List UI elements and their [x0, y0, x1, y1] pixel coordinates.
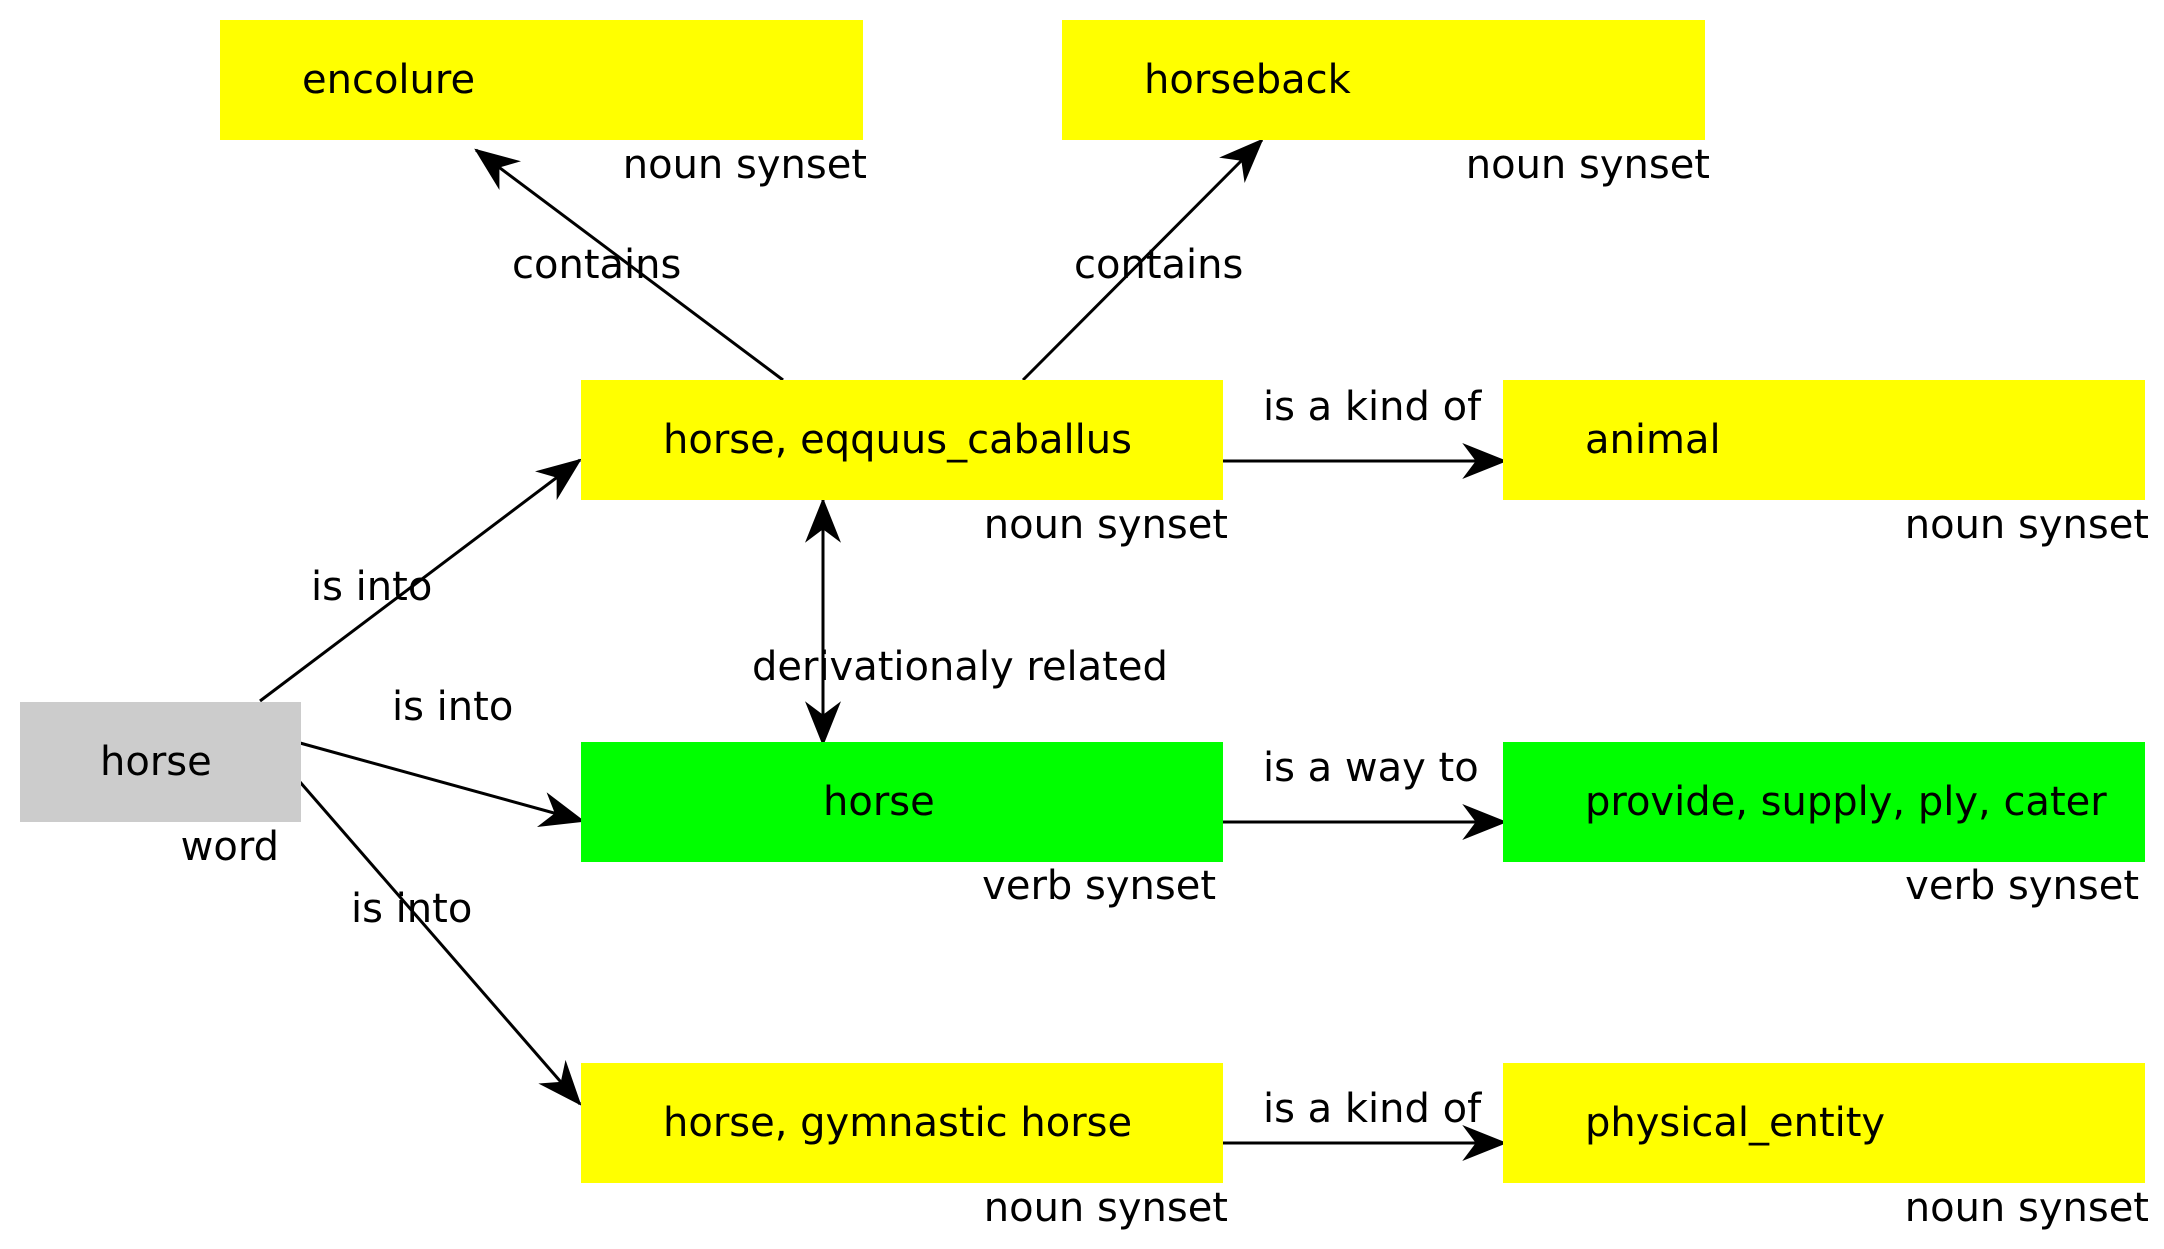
edge-label-is-into-3: is into: [351, 886, 473, 932]
edge-label-derivational: derivationaly related: [752, 644, 1168, 690]
node-word-horse[interactable]: horse: [20, 702, 301, 822]
node-gymnastic-type: noun synset: [983, 1185, 1228, 1231]
node-horseback[interactable]: horseback: [1062, 20, 1705, 140]
edge-label-kind-of-animal: is a kind of: [1263, 384, 1482, 430]
node-gymnastic[interactable]: horse, gymnastic horse: [581, 1063, 1223, 1183]
edge-label-kind-of-physical: is a kind of: [1263, 1086, 1482, 1132]
node-word-horse-label: horse: [100, 739, 212, 785]
edge-is-into-verb: [299, 741, 586, 827]
node-animal[interactable]: animal: [1503, 380, 2145, 500]
node-animal-type: noun synset: [1904, 502, 2149, 548]
edge-label-contains-1: contains: [512, 242, 682, 288]
node-word-horse-type: word: [180, 824, 279, 870]
node-horseback-type: noun synset: [1465, 142, 1710, 188]
node-horse-verb[interactable]: horse: [581, 742, 1223, 862]
node-horse-verb-label: horse: [823, 779, 935, 825]
edge-label-way-to: is a way to: [1263, 745, 1479, 791]
node-horse-noun-type: noun synset: [983, 502, 1228, 548]
node-physical-type: noun synset: [1904, 1185, 2149, 1231]
node-provide-type: verb synset: [1905, 863, 2139, 909]
node-encolure[interactable]: encolure: [220, 20, 863, 140]
node-horseback-label: horseback: [1144, 57, 1351, 103]
node-provide[interactable]: provide, supply, ply, cater: [1503, 742, 2145, 862]
edge-contains-horseback: [1021, 138, 1264, 382]
node-horse-noun[interactable]: horse, eqquus_caballus: [581, 380, 1223, 500]
node-physical-label: physical_entity: [1585, 1100, 1886, 1146]
edge-label-is-into-2: is into: [392, 684, 514, 730]
edge-is-into-noun: [259, 458, 582, 703]
node-physical[interactable]: physical_entity: [1503, 1063, 2145, 1183]
node-encolure-type: noun synset: [622, 142, 867, 188]
edge-is-into-gymnastic: [298, 781, 582, 1106]
node-horse-noun-label: horse, eqquus_caballus: [663, 417, 1132, 463]
node-gymnastic-label: horse, gymnastic horse: [663, 1100, 1133, 1146]
node-provide-label: provide, supply, ply, cater: [1585, 779, 2107, 825]
edge-contains-encolure: [474, 148, 784, 382]
node-horse-verb-type: verb synset: [982, 863, 1216, 909]
node-encolure-label: encolure: [302, 57, 476, 103]
edge-label-is-into-1: is into: [311, 564, 433, 610]
node-animal-label: animal: [1585, 417, 1721, 463]
edge-label-contains-2: contains: [1074, 242, 1244, 288]
